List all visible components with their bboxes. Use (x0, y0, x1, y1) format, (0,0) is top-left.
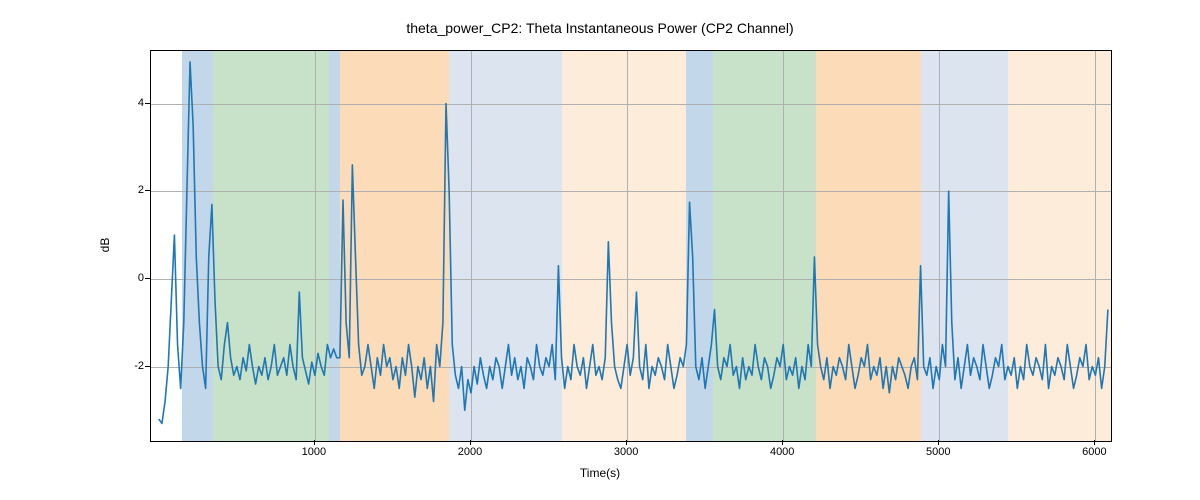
chart-title: theta_power_CP2: Theta Instantaneous Pow… (0, 20, 1200, 36)
ytick-mark (145, 190, 150, 191)
xtick-label: 1000 (302, 446, 326, 458)
xtick-mark (314, 440, 315, 445)
xtick-label: 6000 (1082, 446, 1106, 458)
chart-figure: theta_power_CP2: Theta Instantaneous Pow… (0, 0, 1200, 500)
xtick-mark (938, 440, 939, 445)
y-axis-label: dB (98, 238, 112, 253)
xtick-mark (1094, 440, 1095, 445)
ytick-mark (145, 366, 150, 367)
xtick-mark (626, 440, 627, 445)
xtick-label: 2000 (458, 446, 482, 458)
ytick-label: -2 (104, 360, 144, 372)
ytick-label: 0 (104, 272, 144, 284)
xtick-mark (470, 440, 471, 445)
data-line (159, 62, 1108, 424)
ytick-mark (145, 103, 150, 104)
x-axis-label: Time(s) (0, 466, 1200, 480)
ytick-label: 4 (104, 97, 144, 109)
plot-area (150, 50, 1112, 442)
xtick-label: 5000 (926, 446, 950, 458)
xtick-label: 3000 (614, 446, 638, 458)
ytick-label: 2 (104, 184, 144, 196)
xtick-label: 4000 (770, 446, 794, 458)
xtick-mark (782, 440, 783, 445)
ytick-mark (145, 278, 150, 279)
line-path-svg (151, 51, 1111, 441)
